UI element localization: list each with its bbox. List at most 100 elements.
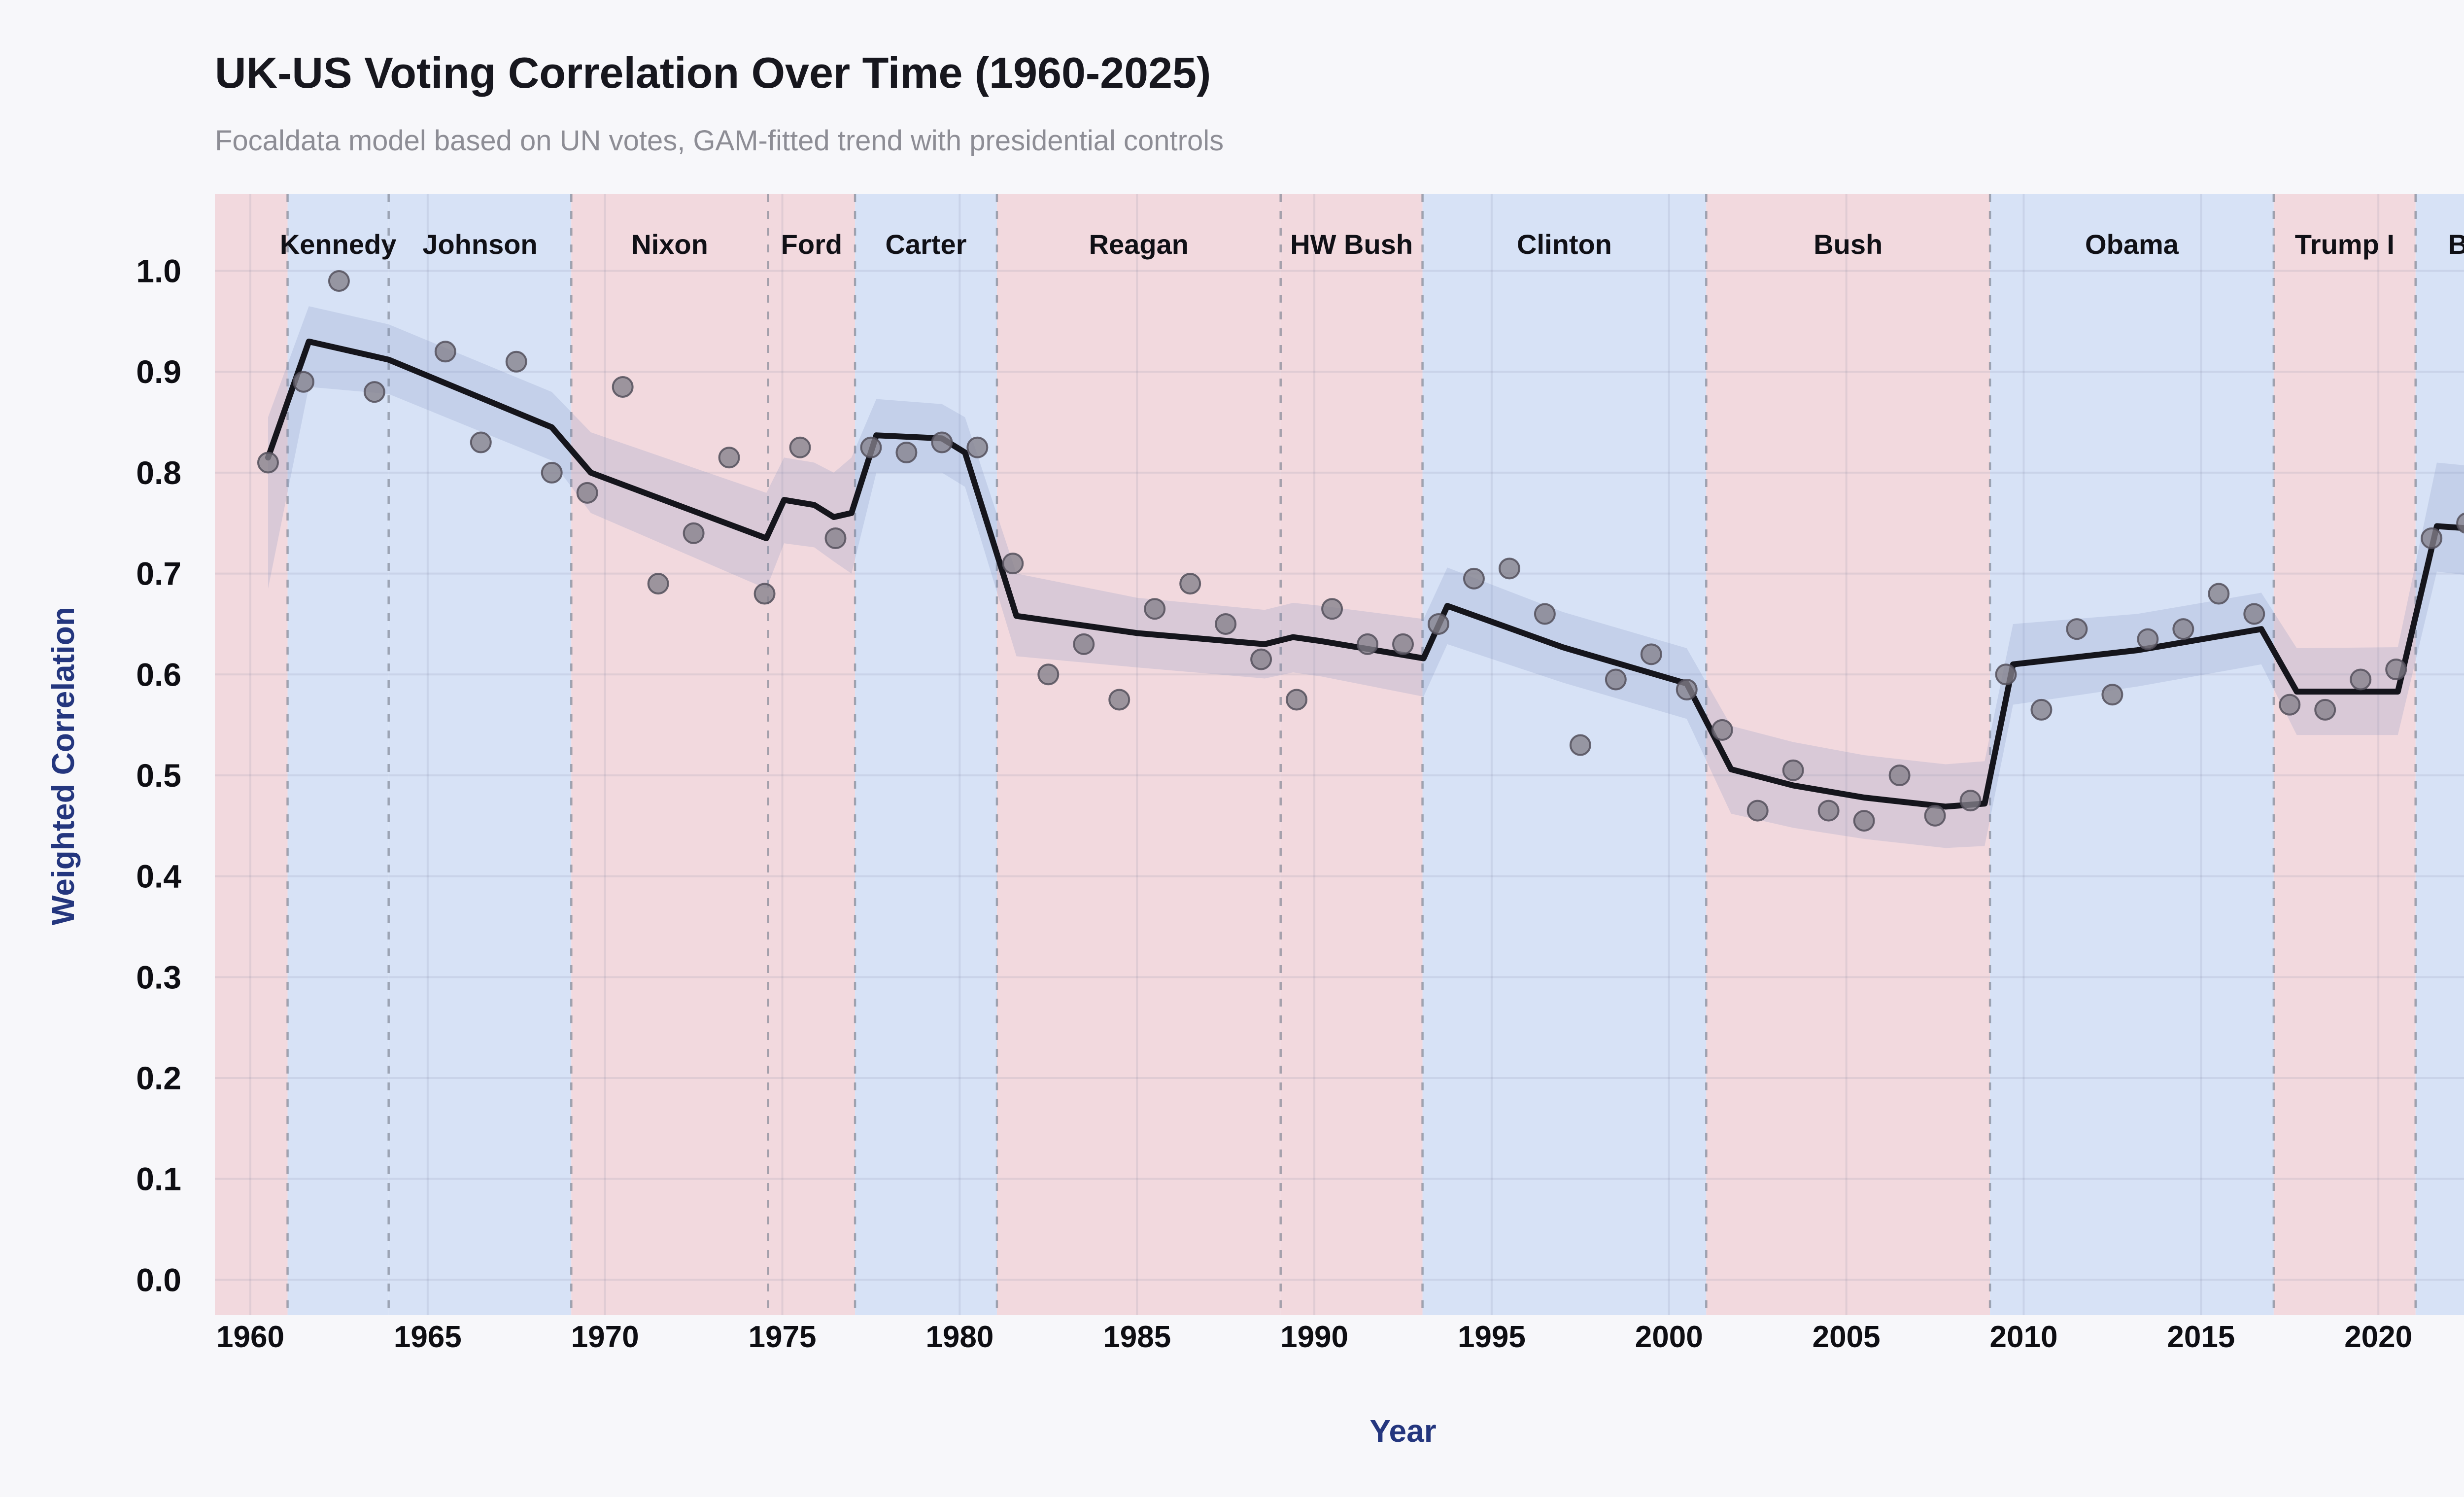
- data-point-1981: [1002, 553, 1024, 575]
- data-point-1966: [470, 431, 492, 453]
- president-band-reagan: [996, 194, 1281, 1315]
- y-tick-label: 0.1: [136, 1161, 181, 1197]
- data-point-2012: [2101, 684, 2123, 706]
- trend-line: [265, 338, 2464, 810]
- president-label-carter: Carter: [886, 229, 967, 260]
- data-point-2017: [2279, 694, 2301, 716]
- data-point-2011: [2066, 618, 2088, 640]
- president-band-clinton: [1422, 194, 1707, 1315]
- president-label-reagan: Reagan: [1089, 229, 1189, 260]
- data-point-2006: [1888, 764, 1911, 786]
- president-label-johnson: Johnson: [422, 229, 537, 260]
- data-point-1979: [931, 431, 953, 453]
- data-point-1972: [683, 522, 705, 544]
- y-tick-label: 0.2: [136, 1060, 181, 1096]
- data-point-1993: [1427, 613, 1449, 635]
- data-point-1961: [292, 371, 314, 393]
- y-tick-label: 0.8: [136, 454, 181, 491]
- y-tick-label: 0.6: [136, 656, 181, 693]
- data-point-1977: [860, 436, 882, 458]
- data-point-2004: [1817, 800, 1840, 822]
- scatter-points: [257, 270, 2464, 832]
- page-title: UK-US Voting Correlation Over Time (1960…: [215, 48, 1211, 97]
- president-band-ford: [768, 194, 856, 1315]
- data-point-2000: [1676, 678, 1698, 700]
- y-tick-label: 1.0: [136, 253, 181, 289]
- data-point-1982: [1037, 663, 1060, 686]
- data-point-2016: [2243, 603, 2265, 625]
- data-point-2021: [2421, 527, 2443, 549]
- x-tick-label: 1960: [216, 1320, 284, 1354]
- data-point-1975: [789, 436, 811, 458]
- data-point-1969: [576, 482, 598, 504]
- y-tick-label: 0.7: [136, 556, 181, 592]
- x-tick-label: 1975: [749, 1320, 817, 1354]
- x-tick-label: 2010: [1990, 1320, 2058, 1354]
- president-label-nixon: Nixon: [631, 229, 708, 260]
- y-tick-label: 0.3: [136, 959, 181, 995]
- x-tick-label: 2005: [1813, 1320, 1881, 1354]
- president-band-carter: [855, 194, 997, 1315]
- y-tick-labels: 0.0 0.1 0.2 0.3 0.4 0.5 0.6 0.7 0.8 0.9 1.0: [136, 253, 181, 1298]
- x-axis-title: Year: [1369, 1413, 1436, 1449]
- data-point-1987: [1215, 613, 1237, 635]
- data-point-1989: [1286, 689, 1308, 711]
- data-point-1984: [1108, 689, 1130, 711]
- data-point-1963: [363, 381, 385, 403]
- subtitle: Focaldata model based on UN votes, GAM-f…: [215, 125, 1224, 157]
- x-tick-label: 1995: [1458, 1320, 1526, 1354]
- y-tick-label: 0.5: [136, 757, 181, 794]
- x-tick-label: 1970: [571, 1320, 639, 1354]
- data-point-1994: [1463, 567, 1485, 590]
- y-tick-label: 0.4: [136, 858, 181, 895]
- data-point-1997: [1569, 734, 1591, 756]
- x-tick-label: 1985: [1103, 1320, 1171, 1354]
- data-point-1973: [718, 447, 740, 469]
- president-bands: [215, 194, 2464, 1315]
- president-label-ford: Ford: [781, 229, 842, 260]
- data-point-2005: [1853, 810, 1875, 832]
- data-point-1985: [1144, 598, 1166, 620]
- president-label-hw-bush: HW Bush: [1290, 229, 1413, 260]
- president-band-obama: [1990, 194, 2274, 1315]
- data-point-1995: [1498, 557, 1520, 580]
- president-label-obama: Obama: [2085, 229, 2179, 260]
- x-tick-label: 2015: [2167, 1320, 2235, 1354]
- data-point-2013: [2137, 628, 2159, 650]
- president-label-trump-i: Trump I: [2295, 229, 2395, 260]
- president-label-biden: Biden: [2448, 229, 2464, 260]
- data-point-1983: [1073, 633, 1095, 655]
- data-point-1976: [824, 527, 847, 549]
- data-point-2015: [2208, 583, 2230, 605]
- data-point-2001: [1711, 719, 1733, 741]
- data-point-1988: [1250, 648, 1272, 670]
- x-tick-label: 1965: [394, 1320, 462, 1354]
- data-point-2020: [2385, 659, 2407, 681]
- data-point-2009: [1995, 663, 2017, 686]
- data-point-1996: [1534, 603, 1556, 625]
- data-point-1998: [1605, 668, 1627, 691]
- data-point-1967: [505, 350, 527, 373]
- x-tick-label: 2020: [2344, 1320, 2412, 1354]
- gridlines: [215, 194, 2464, 1315]
- data-point-1971: [647, 573, 669, 595]
- data-point-1960: [257, 452, 279, 474]
- data-point-1991: [1357, 633, 1379, 655]
- y-tick-label: 0.0: [136, 1261, 181, 1298]
- president-band-johnson: [388, 194, 572, 1315]
- president-band-biden: [2415, 194, 2464, 1315]
- data-point-1968: [541, 461, 563, 484]
- president-band-hw-bush: [1280, 194, 1423, 1315]
- president-band: [215, 194, 288, 1315]
- y-tick-label: 0.9: [136, 353, 181, 390]
- president-label-clinton: Clinton: [1517, 229, 1612, 260]
- president-band-nixon: [571, 194, 768, 1315]
- data-point-1965: [434, 341, 456, 363]
- data-point-1992: [1392, 633, 1414, 655]
- data-point-2022: [2456, 513, 2464, 534]
- data-point-1978: [895, 441, 918, 463]
- data-point-2002: [1746, 800, 1769, 822]
- data-point-2007: [1924, 804, 1946, 827]
- x-tick-label: 1990: [1280, 1320, 1348, 1354]
